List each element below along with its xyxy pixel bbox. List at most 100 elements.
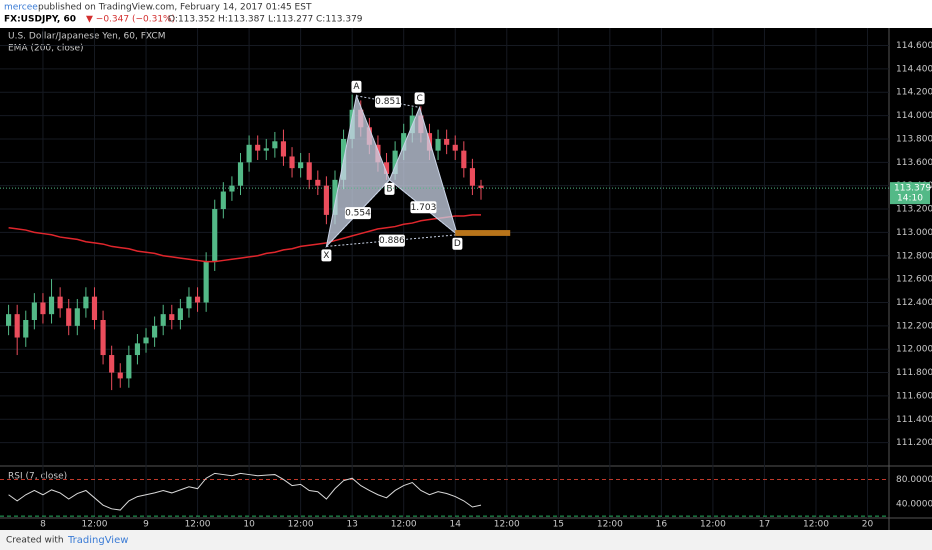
footer-bar: [0, 530, 932, 550]
open: O:113.352: [168, 15, 215, 25]
x-tick-label: 12:00: [803, 520, 829, 530]
candle-body: [452, 144, 458, 151]
x-tick-label: 12:00: [494, 520, 520, 530]
candle-body: [478, 185, 484, 189]
candle-body: [383, 162, 390, 174]
y-tick-label: 114.000: [896, 111, 932, 121]
point-label: X: [323, 251, 329, 261]
y-tick-label: 114.400: [896, 64, 932, 74]
candle-body: [6, 314, 12, 326]
pattern-leg: [389, 179, 458, 236]
countdown: 14:10: [897, 194, 923, 204]
candle-body: [14, 314, 20, 338]
point-label: A: [353, 82, 360, 92]
candle-body: [186, 296, 192, 309]
y-tick-label: 112.800: [896, 251, 932, 261]
candle-body: [323, 185, 329, 215]
change: ▼ −0.347 (−0.31%): [86, 15, 175, 25]
candle-body: [246, 144, 252, 163]
candle-body: [263, 148, 269, 151]
y-tick-label: 111.200: [896, 438, 932, 448]
point-box: [321, 249, 332, 262]
candle-body: [203, 261, 209, 303]
candle-body: [74, 308, 80, 326]
x-tick-label: 14: [450, 520, 462, 530]
ratio-label: 0.851: [375, 97, 401, 107]
point-box: [384, 182, 395, 195]
author[interactable]: mercee: [4, 3, 38, 13]
candle-body: [315, 179, 321, 186]
candle-body: [91, 296, 98, 320]
rsi-line: [8, 472, 482, 511]
candle-body: [134, 343, 141, 356]
rsi-title: RSI (7, close): [8, 472, 67, 482]
point-label: C: [416, 94, 422, 104]
pattern-triangle: [388, 105, 459, 237]
footer-brand[interactable]: TradingView: [67, 535, 128, 546]
ratio-label: 1.703: [411, 203, 437, 213]
candle-body: [83, 296, 89, 309]
candle-body: [177, 308, 183, 320]
candle-body: [298, 162, 304, 169]
candle-body: [109, 355, 115, 373]
candle-body: [272, 141, 278, 149]
candle-body: [332, 179, 338, 215]
ratio-box: [410, 201, 437, 214]
ratio-box: [344, 207, 371, 220]
candle-body: [66, 308, 72, 326]
last-price-label: 113.379: [894, 184, 931, 194]
y-tick-label: 113.000: [896, 228, 932, 238]
rsi-tick-label: 40.0000: [896, 499, 932, 509]
x-tick-label: 12:00: [82, 520, 108, 530]
rsi-tick-label: 80.0000: [896, 475, 932, 485]
candle-body: [31, 302, 37, 320]
candle-body: [152, 325, 158, 338]
ratio-label: 0.886: [379, 236, 405, 246]
y-tick-label: 112.400: [896, 298, 932, 308]
high: H:113.387: [218, 15, 265, 25]
x-tick-label: 12:00: [391, 520, 417, 530]
x-tick-label: 12:00: [185, 520, 211, 530]
x-tick-label: 8: [40, 520, 46, 530]
candle-body: [306, 162, 312, 180]
candle-body: [169, 314, 175, 320]
point-label: B: [386, 184, 392, 194]
low: L:113.277: [268, 15, 313, 25]
chart-title: U.S. Dollar/Japanese Yen, 60, FXCM: [8, 32, 165, 42]
y-tick-label: 111.600: [896, 391, 932, 401]
candle-body: [100, 320, 106, 356]
symbol: FX:USDJPY, 60: [4, 15, 76, 25]
ratio-box: [375, 95, 402, 108]
candle-body: [194, 296, 201, 303]
candle-body: [289, 156, 295, 169]
candle-body: [160, 314, 166, 326]
x-tick-label: 12:00: [700, 520, 726, 530]
x-tick-label: 20: [862, 520, 874, 530]
x-tick-label: 12:00: [597, 520, 623, 530]
y-tick-label: 112.600: [896, 275, 932, 285]
point-box: [414, 92, 425, 105]
candle-body: [280, 141, 287, 157]
candle-body: [220, 191, 226, 210]
x-tick-label: 9: [143, 520, 149, 530]
x-tick-label: 17: [759, 520, 770, 530]
ratio-box: [378, 234, 405, 247]
x-tick-label: 13: [346, 520, 357, 530]
candle-body: [126, 355, 132, 379]
candle-body: [392, 150, 398, 174]
x-tick-label: 10: [243, 520, 255, 530]
prz-zone: [455, 230, 511, 236]
candle-body: [143, 337, 149, 344]
candle-body: [469, 168, 475, 186]
candle-body: [48, 296, 55, 315]
y-tick-label: 114.200: [896, 88, 932, 98]
ema-line: [8, 214, 482, 263]
point-box: [452, 237, 463, 250]
y-tick-label: 111.400: [896, 415, 932, 425]
y-tick-label: 113.200: [896, 205, 932, 215]
candle-body: [444, 138, 450, 145]
pattern-triangle: [325, 93, 391, 249]
close: C:113.379: [316, 15, 363, 25]
